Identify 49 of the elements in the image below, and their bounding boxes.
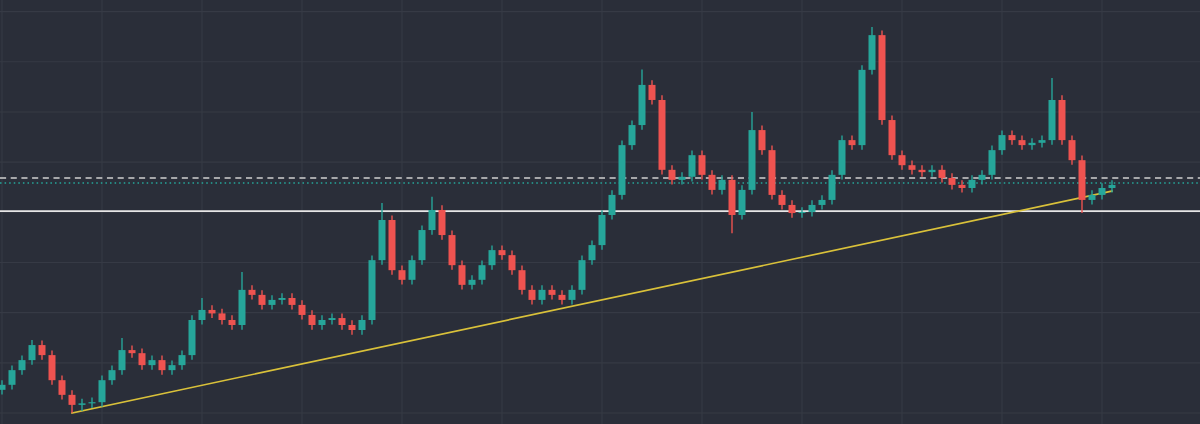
- candlestick: [128, 344, 136, 359]
- candlestick: [58, 374, 66, 401]
- candlestick: [298, 299, 306, 321]
- candlestick: [268, 294, 276, 311]
- candlestick: [458, 259, 466, 291]
- candlestick: [98, 374, 106, 408]
- candlestick: [898, 149, 906, 171]
- candlestick: [488, 244, 496, 271]
- candlestick: [958, 179, 966, 194]
- candlestick: [408, 254, 416, 286]
- candlestick: [208, 304, 216, 319]
- candlestick: [258, 289, 266, 311]
- candlestick: [168, 359, 176, 376]
- candlestick: [608, 189, 616, 221]
- candlestick: [628, 119, 636, 151]
- candlestick: [508, 249, 516, 276]
- candlestick: [278, 292, 286, 306]
- candlestick: [138, 347, 146, 371]
- candlestick: [38, 339, 46, 361]
- candlestick: [588, 239, 596, 266]
- candlestick: [998, 129, 1006, 156]
- candlestick: [348, 319, 356, 336]
- candlestick: [528, 284, 536, 306]
- candlestick: [1088, 189, 1096, 206]
- candlestick: [198, 297, 206, 326]
- candlestick: [248, 284, 256, 301]
- candlestick: [158, 354, 166, 376]
- candlestick: [78, 398, 86, 412]
- candlestick: [148, 354, 156, 371]
- candlestick: [1018, 134, 1026, 151]
- candlestick: [1038, 134, 1046, 149]
- candlestick: [848, 134, 856, 151]
- candlestick: [558, 289, 566, 306]
- candlestick: [18, 354, 26, 376]
- candlestick: [118, 337, 126, 376]
- candlestick: [758, 124, 766, 156]
- candlestick: [8, 364, 16, 391]
- candlestick: [358, 314, 366, 336]
- candlestick: [428, 196, 436, 236]
- candlestick: [538, 284, 546, 306]
- candlestick: [108, 364, 116, 386]
- candlestick: [798, 206, 806, 219]
- candlestick: [308, 309, 316, 331]
- candlestick: [708, 169, 716, 196]
- candlestick: [478, 259, 486, 286]
- candlestick: [0, 379, 6, 396]
- candlestick: [318, 314, 326, 331]
- candlestick: [1008, 129, 1016, 146]
- candlestick: [68, 389, 76, 414]
